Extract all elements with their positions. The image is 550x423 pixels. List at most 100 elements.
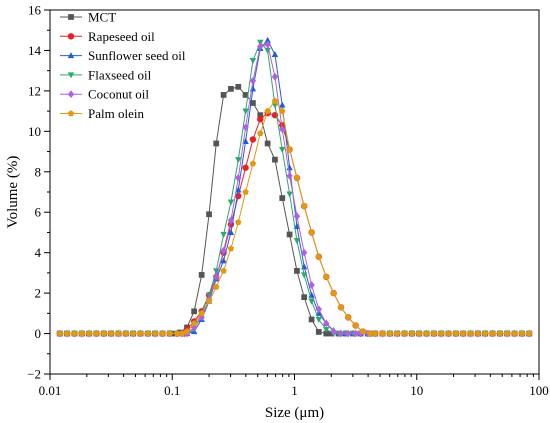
data-point (386, 330, 394, 337)
data-point (227, 199, 235, 206)
data-point (220, 231, 227, 238)
data-point (315, 329, 322, 335)
data-point (293, 237, 301, 245)
data-point (264, 107, 271, 114)
legend-item: Rapeseed oil (60, 29, 155, 44)
data-point (115, 330, 122, 337)
data-point (213, 140, 220, 147)
data-point (504, 330, 511, 337)
data-point (352, 329, 359, 338)
legend-marker (68, 14, 74, 20)
data-point (235, 83, 242, 90)
series-coconut-oil (56, 40, 533, 338)
data-point (286, 191, 293, 198)
y-tick-label: 6 (35, 205, 42, 220)
data-point (205, 297, 213, 304)
data-point (264, 40, 271, 49)
y-tick-label: 14 (28, 43, 42, 58)
data-point (293, 174, 301, 181)
data-point (242, 92, 249, 98)
data-point (249, 58, 257, 65)
data-point (286, 146, 293, 153)
data-point (300, 248, 308, 257)
legend-label: Palm olein (88, 106, 144, 121)
data-point (235, 192, 242, 200)
data-point (264, 36, 271, 43)
data-point (220, 246, 227, 255)
data-point (330, 327, 337, 336)
data-point (279, 122, 286, 129)
data-point (122, 330, 129, 337)
y-tick-label: −2 (27, 367, 41, 382)
legend-item: Flaxseed oil (60, 67, 152, 82)
y-tick-label: 12 (28, 83, 41, 98)
data-point (173, 330, 181, 337)
legend-label: Rapeseed oil (88, 29, 155, 44)
data-point (345, 314, 352, 321)
data-point (315, 316, 322, 323)
data-point (496, 330, 504, 337)
data-point (257, 42, 264, 51)
series-palm-olein (56, 97, 533, 337)
data-point (526, 330, 533, 337)
x-tick-label: 10 (410, 383, 423, 398)
data-point (286, 171, 293, 180)
data-point (191, 308, 198, 315)
data-point (249, 160, 257, 167)
legend-item: Sunflower seed oil (60, 48, 186, 63)
data-point (489, 330, 496, 337)
data-point (337, 303, 345, 310)
data-point (401, 330, 408, 337)
data-point (129, 330, 137, 337)
data-point (279, 101, 286, 108)
legend: MCT Rapeseed oil Sunflower seed oil Flaxsee… (60, 10, 186, 121)
series-layer (56, 36, 533, 338)
data-point (183, 328, 191, 335)
data-point (198, 272, 205, 278)
data-point (518, 330, 526, 337)
data-point (220, 257, 227, 264)
data-point (235, 186, 242, 193)
data-point (416, 330, 423, 337)
x-tick-label: 0.1 (164, 383, 180, 398)
data-point (257, 130, 264, 137)
data-point (408, 330, 416, 337)
y-tick-label: 0 (35, 326, 42, 341)
data-point (271, 97, 279, 104)
series-flaxseed-oil (56, 39, 533, 338)
axis-tick-labels: 0.01 0.1 1 10 100 −2 0 2 4 6 8 10 12 14 16 (27, 3, 549, 399)
data-point (271, 50, 279, 58)
legend-marker (67, 33, 75, 40)
legend-label: Sunflower seed oil (88, 48, 186, 63)
legend-item: Palm olein (60, 106, 144, 121)
data-point (371, 330, 379, 337)
x-tick-label: 1 (291, 383, 298, 398)
data-point (242, 123, 249, 132)
data-point (379, 330, 386, 337)
data-point (430, 330, 438, 337)
data-point (279, 125, 286, 134)
data-point (460, 330, 467, 337)
data-point (393, 330, 401, 337)
data-point (78, 330, 85, 337)
data-point (300, 202, 308, 209)
data-point (144, 330, 151, 337)
data-point (301, 294, 308, 301)
data-point (308, 316, 315, 323)
data-point (423, 330, 430, 337)
data-point (367, 330, 374, 337)
series-line (59, 39, 530, 335)
data-point (63, 330, 71, 337)
y-tick-label: 8 (35, 164, 42, 179)
data-point (345, 329, 352, 338)
data-point (227, 216, 235, 225)
data-point (308, 298, 315, 305)
data-point (328, 330, 335, 337)
data-point (220, 267, 227, 274)
data-point (315, 253, 322, 260)
data-point (213, 273, 220, 281)
data-point (93, 330, 100, 337)
data-point (264, 140, 271, 147)
data-point (286, 231, 293, 238)
